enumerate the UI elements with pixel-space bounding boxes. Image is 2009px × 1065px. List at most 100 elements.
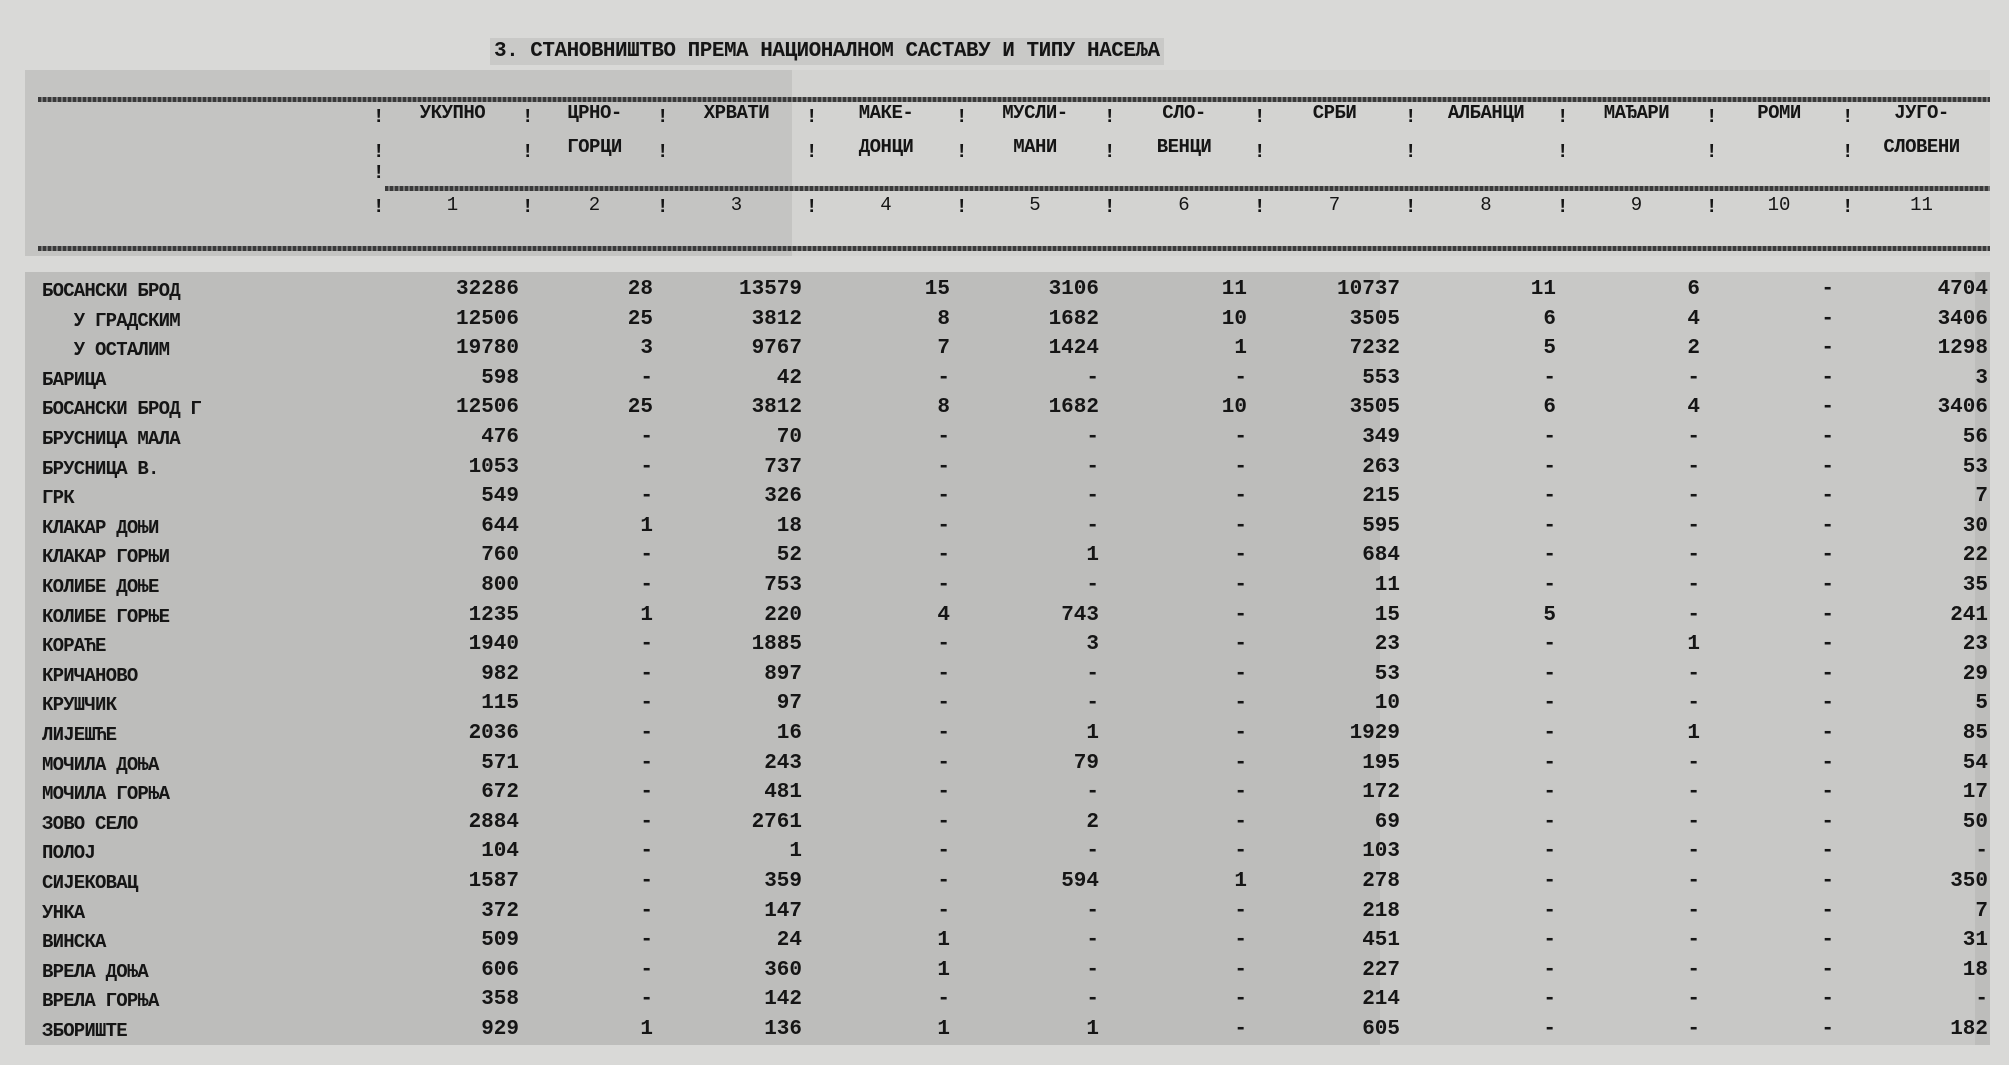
cell-6: - (1234, 899, 1247, 923)
cell-7: 553 (1362, 366, 1400, 390)
settlement-name: ВРЕЛА ДОЊА (42, 960, 149, 983)
column-header-line1: ЈУГО- (1894, 102, 1949, 124)
column-number: 11 (1910, 194, 1933, 216)
cell-4: 1 (937, 1018, 950, 1041)
cell-7: 7232 (1349, 337, 1400, 361)
cell-6: - (1234, 544, 1247, 568)
settlement-name: БОСАНСКИ БРОД (42, 280, 181, 302)
cell-5: 3 (1086, 633, 1099, 657)
cell-4: - (937, 988, 950, 1012)
column-separator: ! (522, 106, 534, 128)
cell-1: 982 (481, 662, 519, 686)
settlement-name: У ГРАДСКИМ (42, 309, 181, 332)
cell-6: - (1234, 514, 1247, 538)
cell-3: 359 (764, 870, 802, 893)
cell-11: 35 (1962, 574, 1988, 597)
cell-11: - (1975, 988, 1988, 1012)
cell-3: 326 (764, 485, 802, 509)
cell-3: 97 (776, 692, 802, 716)
settlement-name: КЛАКАР ДОЊИ (42, 516, 159, 539)
cell-1: 19780 (455, 337, 519, 361)
column-separator: ! (1842, 141, 1854, 163)
column-separator: ! (1405, 196, 1417, 218)
cell-2: 1 (640, 603, 653, 627)
cell-11: 18 (1962, 958, 1988, 982)
cell-9: 2 (1687, 337, 1700, 361)
cell-3: 737 (764, 455, 802, 479)
cell-11: 241 (1950, 603, 1988, 627)
cell-4: - (937, 426, 950, 449)
cell-10: - (1821, 810, 1834, 834)
cell-6: - (1234, 574, 1247, 597)
table-row: ЛИЈЕШЋЕ 2036 - 16 - 1 - 1929 - 1 - 85 (0, 722, 2009, 753)
table-row: БРУСНИЦА В. 1053 - 737 - - - 263 - - - 53 (0, 455, 2009, 487)
cell-6: - (1234, 485, 1247, 509)
table-row: ЗБОРИШТЕ 929 1 136 1 1 - 605 - - - 182 (0, 1018, 2009, 1049)
cell-11: 22 (1962, 544, 1988, 568)
cell-9: 1 (1687, 633, 1700, 657)
cell-6: - (1234, 988, 1247, 1012)
cell-1: 32286 (455, 278, 519, 301)
cell-6: 1 (1234, 870, 1247, 893)
cell-10: - (1821, 899, 1834, 923)
table-row: У ОСТАЛИМ 19780 3 9767 7 1424 1 7232 5 2 - 1298 (0, 337, 2009, 368)
table-row: ПОЛОЈ 104 - 1 - - - 103 - - - - (0, 840, 2009, 871)
cell-8: - (1543, 574, 1556, 597)
cell-2: - (640, 958, 653, 982)
settlement-name: ВРЕЛА ГОРЊА (42, 990, 159, 1013)
cell-8: - (1543, 633, 1556, 657)
column-separator: ! (1254, 141, 1266, 163)
cell-6: - (1234, 692, 1247, 716)
cell-11: 56 (1962, 426, 1988, 449)
settlement-name: ВИНСКА (42, 931, 106, 954)
cell-11: 7 (1975, 899, 1988, 923)
cell-5: - (1086, 988, 1099, 1012)
cell-3: 16 (776, 722, 802, 745)
cell-9: - (1687, 574, 1700, 597)
table-row: ВРЕЛА ДОЊА 606 - 360 1 - - 227 - - - 18 (0, 958, 2009, 990)
cell-7: 1929 (1349, 722, 1400, 745)
column-header-line2: ВЕНЦИ (1156, 136, 1212, 158)
cell-2: - (640, 366, 653, 390)
table-row: УНКА 372 - 147 - - - 218 - - - 7 (0, 899, 2009, 931)
cell-5: - (1086, 662, 1099, 686)
cell-6: - (1234, 751, 1247, 775)
column-separator: ! (373, 196, 385, 218)
cell-7: 195 (1362, 751, 1400, 775)
cell-3: 2761 (751, 810, 802, 834)
cell-2: - (640, 781, 653, 805)
settlement-name: ЗБОРИШТЕ (42, 1020, 128, 1042)
table-row: У ГРАДСКИМ 12506 25 3812 8 1682 10 3505 6 4 - 3406 (0, 308, 2009, 339)
settlement-name: КЛАКАР ГОРЊИ (42, 546, 170, 569)
cell-4: - (937, 840, 950, 864)
cell-6: - (1234, 929, 1247, 953)
cell-7: 10 (1374, 692, 1400, 716)
cell-7: 451 (1362, 929, 1400, 953)
column-number: 5 (1029, 194, 1041, 216)
column-header-line1: СРБИ (1312, 102, 1357, 124)
column-separator: ! (1557, 141, 1569, 163)
cell-7: 349 (1362, 426, 1400, 449)
column-separator: ! (373, 106, 385, 128)
table-row: КРУШЧИК 115 - 97 - - - 10 - - - 5 (0, 692, 2009, 723)
cell-1: 12506 (455, 396, 519, 420)
table-row: ГРК 549 - 326 - - - 215 - - - 7 (0, 485, 2009, 516)
cell-4: - (937, 633, 950, 657)
column-separator: ! (1842, 106, 1854, 128)
cell-8: - (1543, 544, 1556, 568)
cell-10: - (1821, 514, 1834, 538)
settlement-name: СИЈЕКОВАЦ (42, 872, 138, 894)
cell-3: 18 (776, 514, 802, 538)
cell-1: 2884 (468, 810, 519, 834)
cell-11: 30 (1962, 514, 1988, 538)
cell-8: - (1543, 662, 1556, 686)
cell-4: - (937, 751, 950, 775)
cell-8: - (1543, 958, 1556, 982)
cell-1: 2036 (468, 722, 519, 745)
cell-1: 372 (481, 899, 519, 923)
cell-4: 15 (924, 278, 950, 301)
settlement-name: ЗОВО СЕЛО (42, 812, 138, 835)
cell-11: 85 (1962, 722, 1988, 745)
column-number: 9 (1630, 194, 1643, 216)
cell-10: - (1821, 603, 1834, 627)
